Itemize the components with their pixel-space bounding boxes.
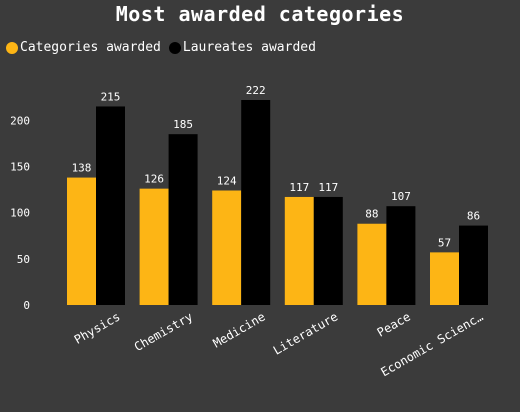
bar-value-label: 117 — [289, 181, 309, 194]
bar-value-label: 222 — [246, 84, 266, 97]
y-tick-label: 0 — [23, 299, 30, 312]
chart-title: Most awarded categories — [115, 2, 405, 26]
bar-categories — [67, 177, 96, 305]
bar-value-label: 117 — [318, 181, 338, 194]
y-tick-label: 150 — [10, 160, 30, 173]
legend-label-categories: Categories awarded — [20, 40, 161, 55]
bar-laureates — [241, 100, 271, 305]
legend-swatch-laureates — [168, 41, 181, 54]
bar-value-label: 88 — [365, 208, 378, 221]
x-tick-label: Literature — [271, 309, 341, 357]
bar-categories — [430, 252, 459, 305]
legend-item-laureates[interactable]: Laureates awarded — [168, 40, 316, 55]
chart-legend: Categories awarded Laureates awarded — [6, 40, 324, 55]
y-tick-label: 50 — [17, 253, 30, 266]
bar-value-label: 185 — [173, 118, 193, 131]
bar-categories — [212, 190, 242, 305]
bar-value-label: 124 — [217, 174, 237, 187]
y-tick-label: 200 — [10, 114, 30, 127]
x-tick-label: Chemistry — [132, 309, 195, 354]
legend-swatch-categories — [6, 41, 18, 54]
bar-laureates — [96, 106, 125, 306]
bar-laureates — [168, 134, 198, 305]
bar-value-label: 126 — [144, 173, 164, 186]
bar-laureates — [313, 196, 343, 305]
legend-label-laureates: Laureates awarded — [182, 40, 316, 55]
bar-value-label: 107 — [391, 190, 411, 203]
x-tick-label: Peace — [375, 309, 413, 339]
bar-categories — [357, 223, 387, 305]
bar-categories — [139, 188, 169, 305]
bar-laureates — [386, 206, 416, 305]
y-tick-label: 100 — [10, 207, 30, 220]
x-tick-label: Physics — [72, 309, 123, 346]
x-tick-label: Medicine — [211, 309, 268, 350]
bar-laureates — [459, 225, 488, 305]
bar-value-label: 86 — [467, 210, 480, 223]
legend-item-categories[interactable]: Categories awarded — [6, 40, 161, 55]
bar-value-label: 138 — [72, 162, 92, 175]
bar-value-label: 215 — [101, 90, 121, 103]
bar-value-label: 57 — [438, 236, 451, 249]
bar-categories — [284, 196, 314, 305]
